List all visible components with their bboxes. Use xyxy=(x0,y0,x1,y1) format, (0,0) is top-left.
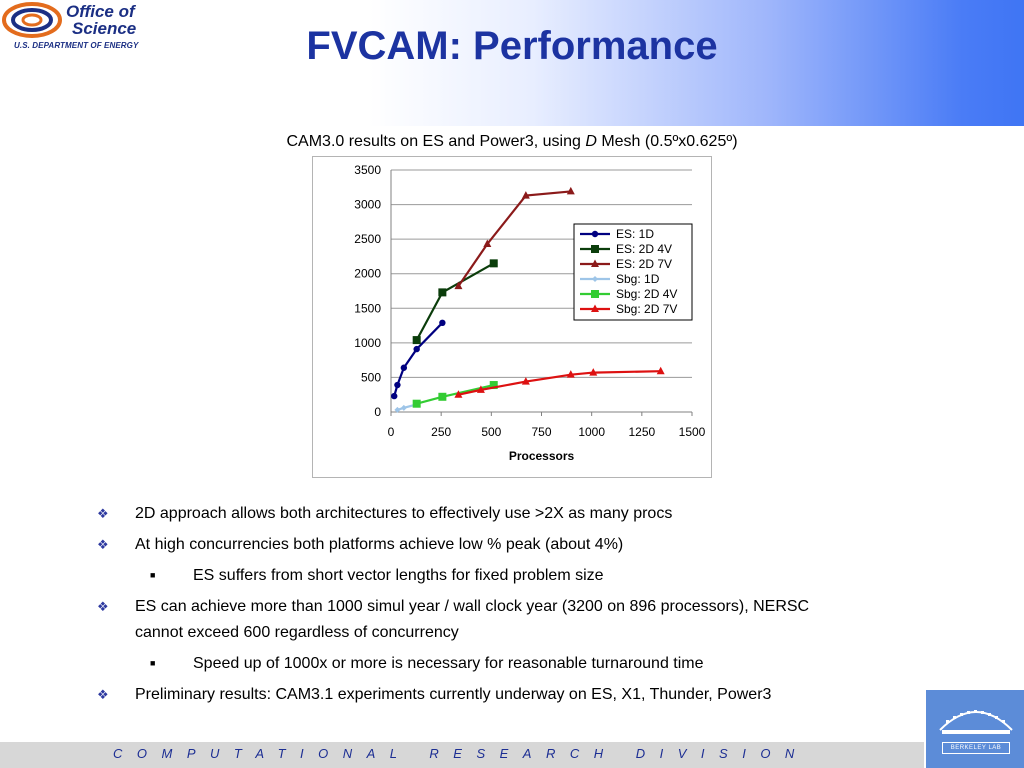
data-point-es-1d xyxy=(394,381,401,389)
bullet-text: ES can achieve more than 1000 simul year… xyxy=(135,598,810,615)
diamond-bullet-icon: ❖ xyxy=(97,506,109,521)
lab-logo-label: BERKELEY LAB xyxy=(942,742,1010,754)
doe-swirl-icon xyxy=(2,2,62,38)
series-line-es-2d-4v xyxy=(415,262,495,341)
square-bullet-icon: ■ xyxy=(150,570,156,580)
legend-marker xyxy=(591,304,599,312)
data-point-sbg-2d-4v xyxy=(489,381,498,390)
diamond-bullet-icon: ❖ xyxy=(97,687,109,702)
data-point-es-1d xyxy=(439,319,446,327)
data-point-es-2d-4v xyxy=(412,336,421,345)
data-point-es-2d-7v xyxy=(521,191,530,199)
footer-division-text: COMPUTATIONAL RESEARCH DIVISION xyxy=(113,746,809,761)
lab-building-icon xyxy=(939,710,1013,734)
data-point-es-1d xyxy=(391,392,398,400)
bullet-text: cannot exceed 600 regardless of concurre… xyxy=(135,624,459,641)
diamond-bullet-icon: ❖ xyxy=(97,537,109,552)
slide-title: FVCAM: Performance xyxy=(306,24,718,68)
y-tick-label: 500 xyxy=(361,370,381,384)
berkeley-lab-logo: BERKELEY LAB xyxy=(924,690,1024,768)
x-tick-label: 1250 xyxy=(628,425,655,439)
y-tick-label: 1000 xyxy=(354,336,381,350)
x-tick-label: 500 xyxy=(481,425,501,439)
legend-label: ES: 2D 4V xyxy=(616,242,672,256)
x-tick-label: 1000 xyxy=(578,425,605,439)
data-point-sbg-2d-7v xyxy=(566,370,575,378)
series-line-sbg-2d-7v xyxy=(458,370,661,396)
series-line-es-2d-7v xyxy=(457,190,571,287)
data-point-es-1d xyxy=(400,364,408,371)
legend-label: Sbg: 2D 7V xyxy=(616,302,677,316)
x-tick-label: 1500 xyxy=(679,425,706,439)
x-tick-label: 0 xyxy=(388,425,395,439)
data-point-sbg-2d-7v xyxy=(656,366,665,375)
diamond-bullet-icon: ❖ xyxy=(97,599,109,614)
logo-line-2: Science xyxy=(72,19,137,38)
legend-label: Sbg: 2D 4V xyxy=(616,287,677,301)
caption-suffix: Mesh (0.5ºx0.625º) xyxy=(596,133,738,150)
series-line-es-1d xyxy=(393,322,444,397)
chart-legend xyxy=(573,223,693,321)
bullet-text: Preliminary results: CAM3.1 experiments … xyxy=(135,686,772,703)
sub-bullet-text: ES suffers from short vector lengths for… xyxy=(193,567,604,584)
legend-marker xyxy=(591,259,599,267)
office-of-science-logo: Office of Science U.S. DEPARTMENT OF ENE… xyxy=(2,2,152,54)
caption-prefix: CAM3.0 results on ES and Power3, using xyxy=(286,133,586,150)
footer-band xyxy=(0,742,1024,768)
data-point-sbg-2d-7v xyxy=(521,377,530,385)
y-tick-label: 3000 xyxy=(354,198,381,212)
caption-italic: D xyxy=(585,133,597,150)
data-point-sbg-2d-4v xyxy=(412,399,421,408)
data-point-sbg-2d-7v xyxy=(589,368,598,376)
legend-label: ES: 2D 7V xyxy=(616,257,672,271)
legend-label: ES: 1D xyxy=(616,227,654,241)
data-point-es-2d-4v xyxy=(438,288,447,297)
x-axis-title: Processors xyxy=(509,449,575,463)
performance-chart: 0 500 1000 1500 2000 2500 3000 3500 0 250 500 750 10… xyxy=(354,163,706,463)
header-band xyxy=(0,0,1024,126)
y-tick-label: 1500 xyxy=(354,301,381,315)
data-point-sbg-2d-7v xyxy=(454,390,463,398)
y-tick-label: 2500 xyxy=(354,232,381,246)
x-tick-label: 250 xyxy=(431,425,451,439)
logo-line-1: Office of xyxy=(66,2,135,21)
data-point-es-2d-7v xyxy=(566,186,575,195)
legend-marker xyxy=(591,290,599,298)
x-tick-label: 750 xyxy=(531,425,551,439)
logo-department: U.S. DEPARTMENT OF ENERGY xyxy=(14,41,139,50)
legend-marker xyxy=(592,276,598,282)
sub-bullet-text: Speed up of 1000x or more is necessary f… xyxy=(193,655,704,672)
y-tick-label: 3500 xyxy=(354,163,381,177)
chart-caption: CAM3.0 results on ES and Power3, using D… xyxy=(0,133,1024,151)
square-bullet-icon: ■ xyxy=(150,658,156,668)
bullet-text: 2D approach allows both architectures to… xyxy=(135,505,673,522)
legend-label: Sbg: 1D xyxy=(616,272,660,286)
data-point-es-2d-7v xyxy=(454,281,463,290)
data-point-sbg-1d xyxy=(400,404,407,411)
bullet-text: At high concurrencies both platforms ach… xyxy=(135,536,624,553)
data-point-sbg-2d-4v xyxy=(438,392,447,401)
data-point-es-2d-4v xyxy=(489,259,498,268)
data-point-sbg-1d xyxy=(394,406,401,413)
legend-marker xyxy=(591,230,599,238)
data-point-sbg-2d-7v xyxy=(476,385,485,393)
data-point-es-2d-7v xyxy=(483,239,492,247)
data-point-es-1d xyxy=(413,345,420,353)
legend-marker xyxy=(591,245,599,253)
y-tick-label: 2000 xyxy=(354,267,381,281)
y-tick-label: 0 xyxy=(374,405,381,419)
